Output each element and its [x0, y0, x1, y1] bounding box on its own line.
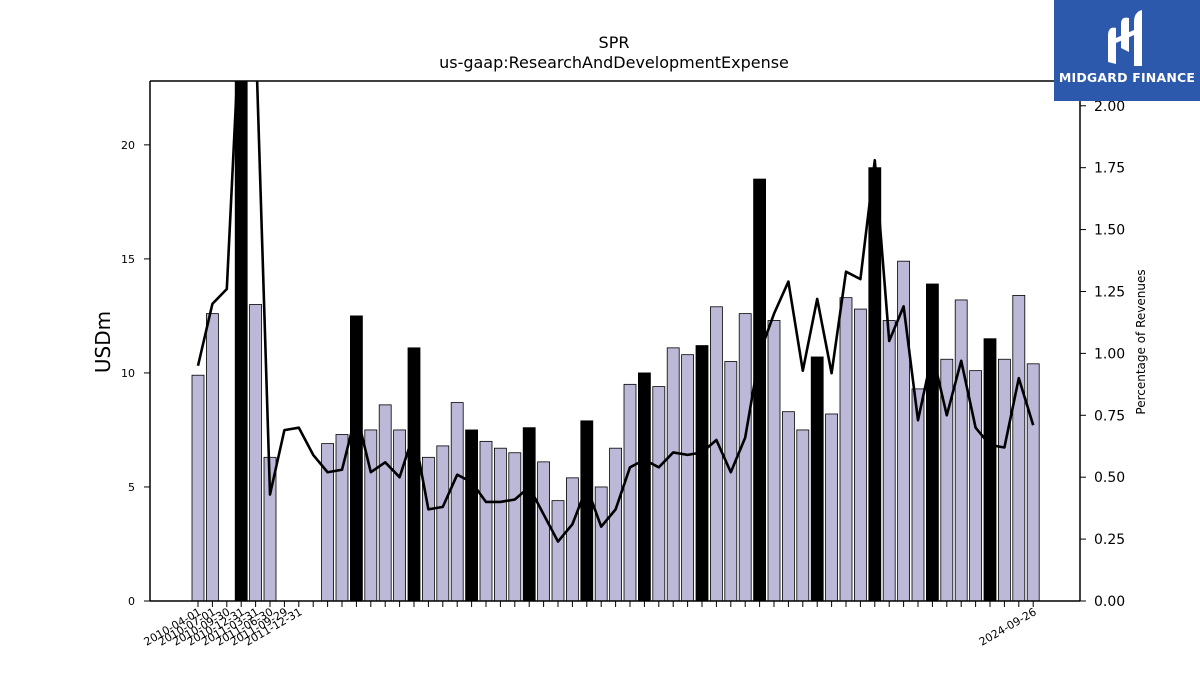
bar — [767, 320, 781, 601]
bar — [407, 347, 421, 601]
y2-tick-label: 0.75 — [1094, 408, 1125, 424]
bar — [825, 413, 838, 601]
bar — [666, 347, 680, 601]
bar — [724, 361, 738, 601]
y-tick-label: 15 — [121, 253, 135, 266]
y-tick-label: 0 — [128, 595, 135, 608]
bar — [983, 338, 997, 601]
bar — [522, 427, 536, 601]
bar — [335, 434, 349, 601]
y-axis-label: USDm — [91, 311, 115, 373]
bar — [349, 315, 363, 601]
bar — [249, 304, 263, 601]
y2-tick-label: 1.00 — [1094, 346, 1125, 362]
bar — [998, 358, 1011, 601]
bar — [710, 306, 723, 601]
bar — [450, 402, 464, 601]
bar — [1012, 294, 1026, 601]
bar — [854, 308, 867, 601]
bar — [205, 313, 219, 601]
bar — [738, 313, 752, 601]
bar — [191, 374, 205, 601]
y-tick-label: 10 — [121, 367, 135, 380]
bar — [580, 420, 594, 601]
bar-series — [191, 81, 1040, 601]
bar — [378, 404, 392, 601]
bar — [493, 447, 507, 601]
bar — [594, 486, 608, 601]
x-tick-label: 2024-09-26 — [977, 605, 1039, 648]
bar — [897, 260, 910, 601]
y2-tick-label: 0.25 — [1094, 532, 1125, 548]
y2-tick-label: 2.00 — [1094, 99, 1125, 115]
bar — [321, 443, 335, 601]
logo-text: MIDGARD FINANCE — [1058, 70, 1196, 85]
midgard-finance-logo: MIDGARD FINANCE — [1054, 0, 1200, 101]
bar — [234, 81, 248, 601]
bar — [954, 299, 968, 601]
y2-tick-label: 0.50 — [1094, 470, 1125, 486]
bar — [796, 429, 810, 601]
bar — [638, 372, 651, 601]
bar — [882, 320, 896, 601]
bar — [465, 429, 479, 601]
y2-tick-label: 0.00 — [1094, 594, 1125, 610]
y-tick-label: 5 — [128, 481, 135, 494]
bar — [479, 440, 493, 601]
ratio-line — [196, 81, 1035, 543]
bar — [551, 500, 565, 601]
chart-title: SPR — [599, 33, 630, 52]
y2-tick-label: 1.25 — [1094, 284, 1125, 300]
bar — [926, 283, 939, 601]
bar — [911, 388, 925, 601]
bar — [839, 297, 853, 601]
bar — [436, 445, 450, 601]
bar — [782, 411, 795, 601]
bar — [623, 383, 637, 601]
logo-mark-icon — [1108, 10, 1142, 66]
bar — [566, 477, 579, 601]
bar — [810, 356, 824, 601]
bar — [868, 167, 882, 601]
bar — [537, 461, 550, 601]
bar — [681, 354, 694, 601]
bar — [421, 456, 435, 601]
bar — [695, 345, 709, 601]
bar — [753, 178, 766, 601]
y-tick-label: 20 — [121, 139, 135, 152]
bar — [508, 452, 522, 601]
y2-tick-label: 1.50 — [1094, 223, 1125, 239]
bar — [609, 447, 622, 601]
bar — [652, 386, 666, 601]
y2-tick-label: 1.75 — [1094, 161, 1125, 177]
bar — [1026, 363, 1040, 601]
bar — [393, 429, 407, 601]
chart-subtitle: us-gaap:ResearchAndDevelopmentExpense — [439, 53, 789, 72]
y2-axis-label: Percentage of Revenues — [1134, 269, 1148, 414]
ratio-line-series — [196, 81, 1035, 543]
